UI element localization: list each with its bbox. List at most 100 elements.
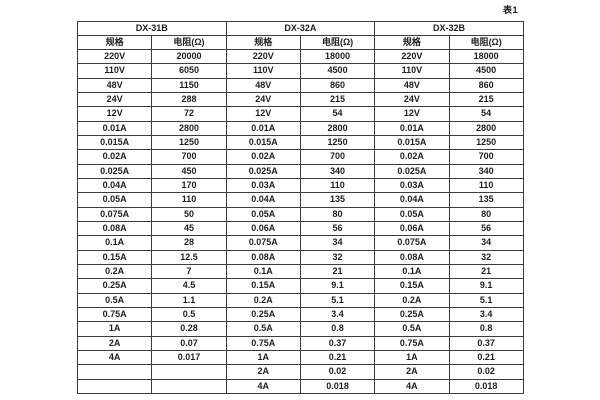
spec-cell: 0.025A: [374, 163, 450, 179]
spec-cell: 110V: [374, 63, 450, 79]
resistance-cell: 860: [299, 77, 376, 93]
table-row: 0.01A 2800 0.01A 2800 0.01A 2800: [76, 120, 524, 136]
spec-cell: 24V: [76, 91, 153, 108]
spec-cell: 48V: [76, 77, 153, 93]
table-row: 0.75A 0.5 0.25A 3.4 0.25A 3.4: [76, 306, 524, 323]
spec-cell: 0.06A: [225, 220, 301, 237]
resistance-cell: 340: [448, 163, 524, 179]
resistance-table: DX-31B DX-32A DX-32B 规格 电阻(Ω) 规格 电阻(Ω) 规…: [76, 21, 524, 395]
spec-cell: 0.5A: [374, 321, 450, 337]
resistance-cell: 32: [448, 249, 524, 265]
resistance-cell: 18000: [448, 48, 524, 65]
table-row: 0.25A 4.5 0.15A 9.1 0.15A 9.1: [76, 278, 524, 294]
spec-cell: 12V: [225, 106, 301, 122]
spec-header-dx31b: 规格: [76, 35, 153, 50]
resistance-cell: 0.02: [448, 364, 524, 380]
resistance-cell: 21: [299, 263, 376, 280]
resistance-cell: 4.5: [151, 278, 227, 294]
table-row: 4A 0.017 1A 0.21 1A 0.21: [76, 349, 524, 366]
resistance-header-dx31b: 电阻(Ω): [151, 35, 227, 50]
table-row: 2A 0.07 0.75A 0.37 0.75A 0.37: [76, 335, 524, 351]
resistance-cell: 45: [151, 220, 227, 237]
spec-cell: 220V: [374, 48, 450, 65]
resistance-cell: 20000: [151, 48, 227, 65]
resistance-cell: 135: [448, 192, 524, 208]
spec-cell: 0.2A: [225, 292, 301, 308]
spec-cell: 24V: [374, 91, 450, 108]
table-row: 110V 6050 110V 4500 110V 4500: [76, 63, 524, 79]
resistance-cell: 5.1: [299, 292, 376, 308]
spec-cell: 0.06A: [374, 220, 450, 237]
resistance-cell: [151, 378, 227, 395]
resistance-cell: 700: [299, 149, 376, 165]
resistance-cell: 2800: [448, 120, 524, 136]
spec-cell: 0.08A: [374, 249, 450, 265]
spec-cell: 0.015A: [76, 134, 153, 151]
spec-cell: 1A: [225, 349, 301, 366]
spec-cell: 48V: [225, 77, 301, 93]
spec-cell: 2A: [225, 364, 301, 380]
resistance-cell: 0.07: [151, 335, 227, 351]
spec-cell: 4A: [225, 378, 301, 395]
spec-cell: 2A: [76, 335, 153, 351]
resistance-cell: 860: [448, 77, 524, 93]
spec-cell: 1A: [374, 349, 450, 366]
table-row: 24V 288 24V 215 24V 215: [76, 91, 524, 108]
resistance-cell: 0.37: [448, 335, 524, 351]
spec-cell: 0.75A: [76, 306, 153, 323]
resistance-cell: 0.8: [299, 321, 376, 337]
spec-cell: 0.03A: [225, 177, 301, 194]
table-caption: 表1: [503, 5, 519, 15]
resistance-cell: 1.1: [151, 292, 227, 308]
spec-cell: 0.08A: [225, 249, 301, 265]
spec-cell: 0.2A: [374, 292, 450, 308]
spec-cell: 0.15A: [225, 278, 301, 294]
spec-cell: 0.075A: [225, 235, 301, 251]
resistance-cell: 21: [448, 263, 524, 280]
table-row: 48V 1150 48V 860 48V 860: [76, 77, 524, 93]
spec-cell: [76, 364, 153, 380]
spec-cell: 0.02A: [374, 149, 450, 165]
resistance-cell: 110: [448, 177, 524, 194]
table-row: 0.5A 1.1 0.2A 5.1 0.2A 5.1: [76, 292, 524, 308]
table-row: 0.02A 700 0.02A 700 0.02A 700: [76, 149, 524, 165]
resistance-cell: 18000: [299, 48, 376, 65]
group-header-dx32a: DX-32A: [225, 21, 376, 36]
spec-cell: 4A: [76, 349, 153, 366]
table-row: 1A 0.28 0.5A 0.8 0.5A 0.8: [76, 321, 524, 337]
group-header-dx32b: DX-32B: [374, 21, 524, 36]
group-header-dx31b: DX-31B: [77, 21, 227, 36]
spec-cell: 0.75A: [374, 335, 450, 351]
resistance-cell: 215: [448, 91, 524, 108]
spec-cell: 0.1A: [374, 263, 450, 280]
table-row: 0.2A 7 0.1A 21 0.1A 21: [76, 263, 524, 280]
table-row: 0.15A 12.5 0.08A 32 0.08A 32: [76, 249, 524, 265]
resistance-cell: 4500: [448, 63, 524, 79]
resistance-cell: 0.8: [448, 321, 524, 337]
spec-cell: 0.04A: [76, 177, 153, 194]
resistance-cell: 0.37: [299, 335, 376, 351]
table-row: 0.08A 45 0.06A 56 0.06A 56: [76, 220, 524, 237]
resistance-cell: 3.4: [299, 306, 376, 323]
spec-cell: 0.05A: [76, 192, 153, 208]
spec-cell: 0.03A: [374, 177, 450, 194]
spec-cell: 48V: [374, 77, 450, 93]
resistance-cell: 450: [151, 163, 227, 179]
spec-cell: 220V: [225, 48, 301, 65]
spec-cell: 12V: [76, 106, 153, 122]
resistance-cell: 0.21: [448, 349, 524, 366]
resistance-cell: 288: [151, 91, 227, 108]
spec-cell: 0.025A: [225, 163, 301, 179]
resistance-cell: 72: [151, 106, 227, 122]
spec-cell: 2A: [374, 364, 450, 380]
spec-cell: 0.04A: [225, 192, 301, 208]
resistance-cell: 110: [299, 177, 376, 194]
resistance-cell: 340: [299, 163, 376, 179]
resistance-cell: 3.4: [448, 306, 524, 323]
spec-cell: 0.075A: [76, 206, 153, 222]
spec-cell: 1A: [76, 321, 153, 337]
resistance-cell: 12.5: [151, 249, 227, 265]
resistance-cell: 1150: [151, 77, 227, 93]
group-header-row: DX-31B DX-32A DX-32B: [77, 21, 524, 36]
